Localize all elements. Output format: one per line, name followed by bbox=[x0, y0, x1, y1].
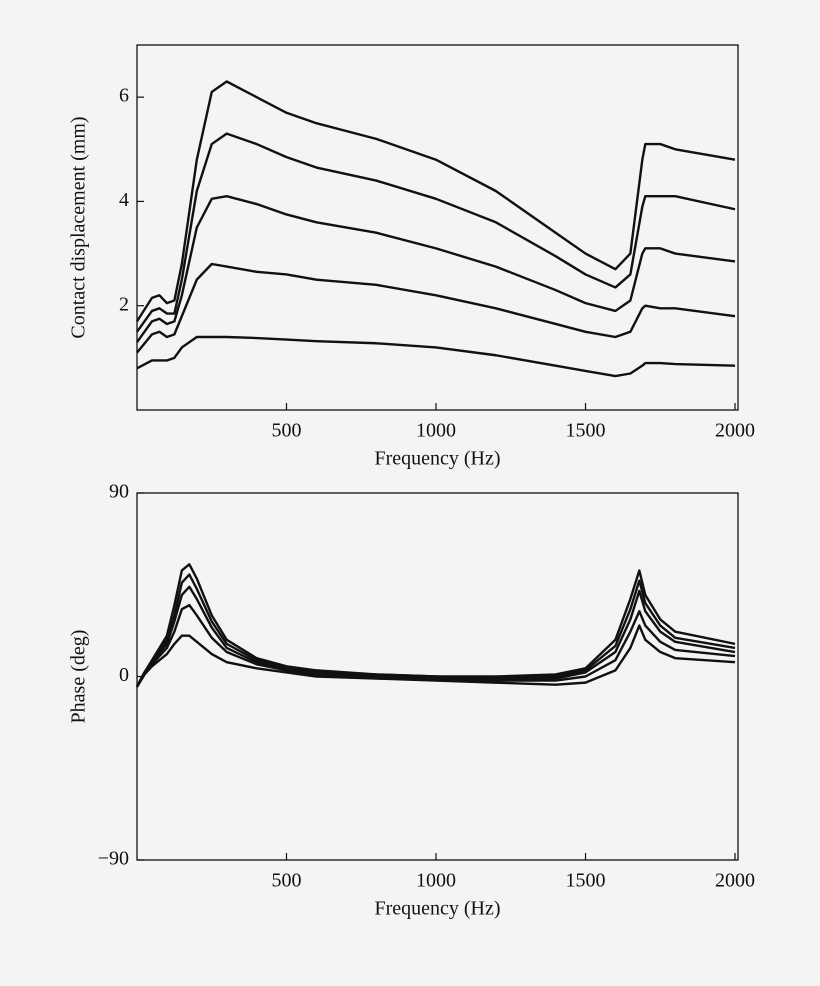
x-tick-label: 500 bbox=[272, 870, 302, 892]
data-line bbox=[136, 132, 736, 333]
y-tick-label: 2 bbox=[119, 293, 129, 315]
x-tick-label: 500 bbox=[272, 420, 302, 442]
data-line bbox=[135, 80, 736, 323]
y-axis-title: Phase (deg) bbox=[68, 630, 90, 724]
plot-frame bbox=[136, 44, 739, 411]
x-tick-label: 1000 bbox=[416, 420, 456, 442]
data-line bbox=[135, 603, 736, 688]
y-tick-label: 6 bbox=[119, 85, 129, 107]
x-tick-label: 2000 bbox=[715, 420, 755, 442]
x-tick-label: 1500 bbox=[566, 870, 606, 892]
y-tick-label: 0 bbox=[119, 664, 129, 686]
data-line bbox=[135, 563, 736, 688]
y-tick-label: 4 bbox=[119, 189, 129, 211]
x-tick-label: 1000 bbox=[416, 870, 456, 892]
y-tick-label: −90 bbox=[98, 848, 129, 870]
x-tick-label: 2000 bbox=[715, 870, 755, 892]
data-line bbox=[135, 585, 736, 688]
x-axis-title: Frequency (Hz) bbox=[374, 898, 500, 920]
data-line bbox=[136, 335, 736, 378]
data-line bbox=[136, 262, 736, 354]
x-tick-label: 1500 bbox=[566, 420, 606, 442]
y-tick-label: 90 bbox=[109, 481, 129, 503]
data-line bbox=[136, 195, 736, 343]
data-line bbox=[135, 624, 736, 688]
y-axis-title: Contact displacement (mm) bbox=[68, 116, 90, 338]
x-axis-title: Frequency (Hz) bbox=[374, 448, 500, 470]
